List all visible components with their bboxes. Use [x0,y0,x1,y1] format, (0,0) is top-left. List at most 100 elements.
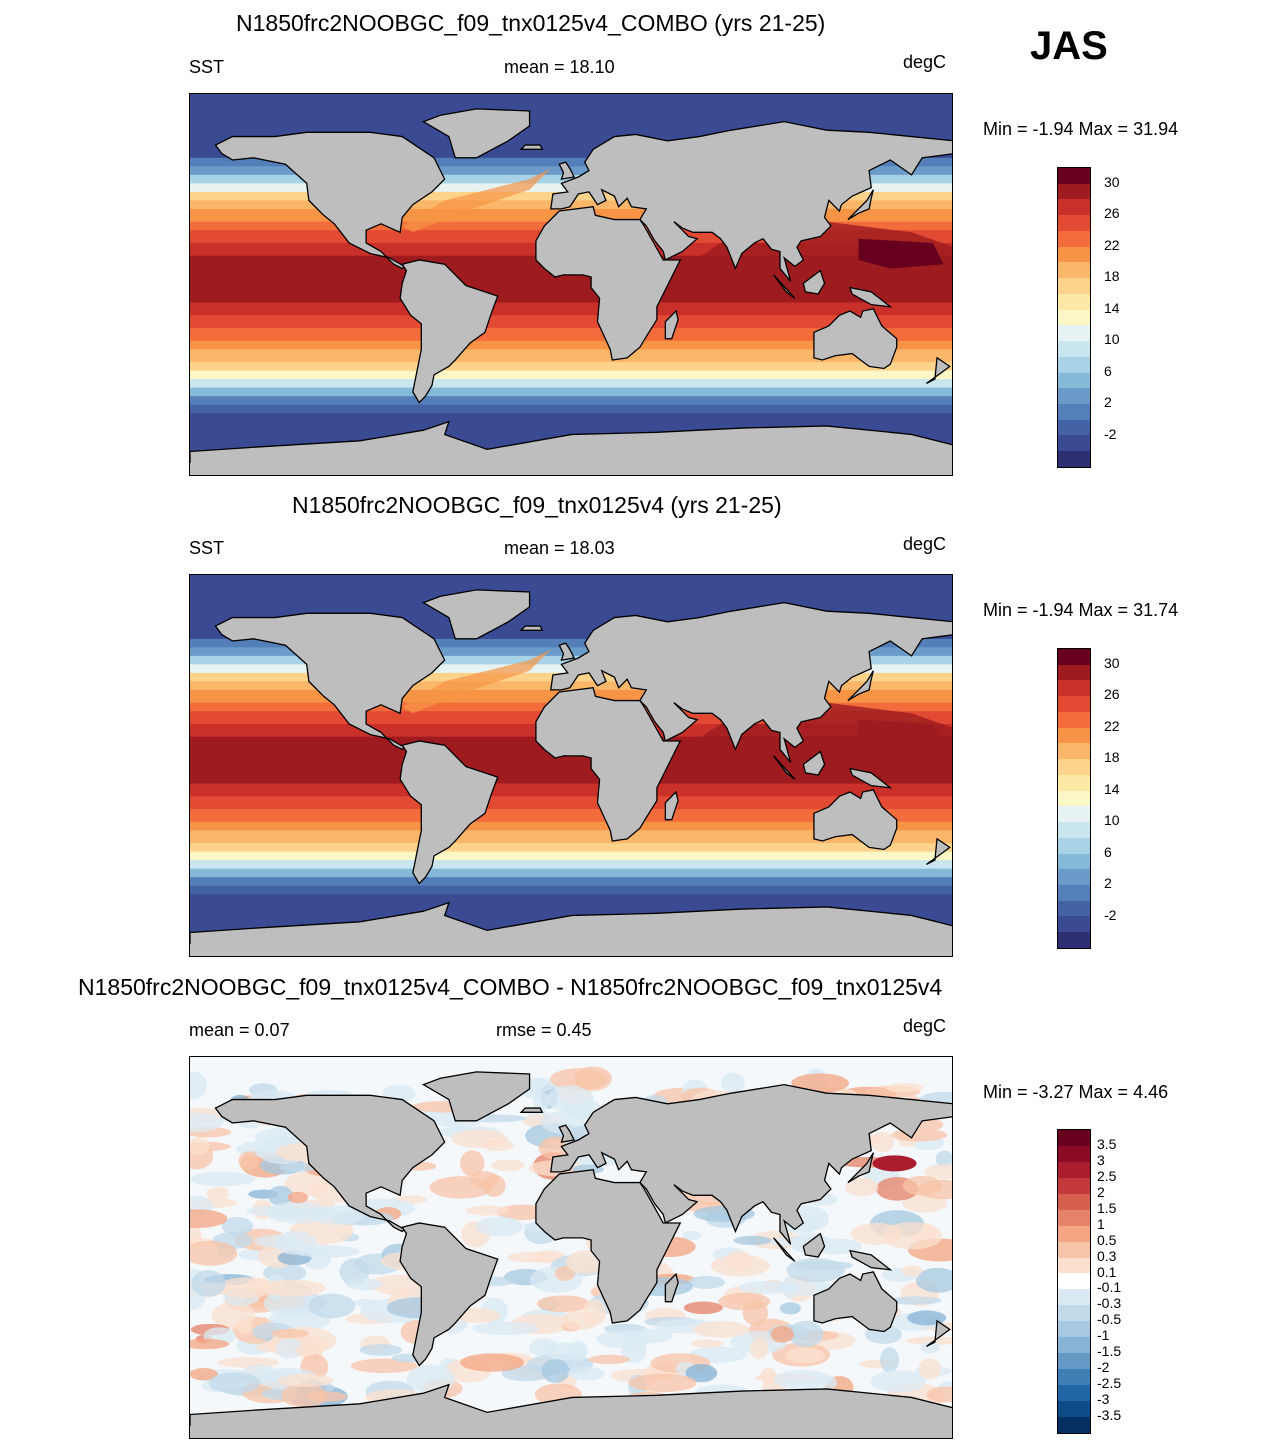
colorbar-tick-label: -0.3 [1097,1295,1122,1312]
diff-anomaly [295,1344,319,1356]
diff-anomaly [918,1358,942,1380]
diff-anomaly [567,1366,605,1381]
panel-3-difference-map [189,1056,953,1439]
diff-anomaly [482,1139,514,1152]
diff-anomaly [190,1071,208,1099]
sst-band [190,276,952,282]
diff-anomaly [359,1344,403,1356]
diff-anomaly [850,1222,903,1246]
diff-anomaly [190,1240,238,1266]
colorbar-tick-label: 18 [1104,268,1120,285]
colorbar-tick-label: 10 [1104,331,1120,348]
panel-3-units-label: degC [903,1016,947,1036]
sst-band [190,94,952,99]
hot-spot [858,719,944,750]
sst-band [190,157,952,163]
sst-band [190,617,952,623]
land-mass [421,1071,531,1122]
diff-anomaly [406,1364,455,1393]
sst-band [190,787,952,793]
land-mass [535,1169,682,1324]
diff-anomaly [870,1370,927,1393]
colorbar-swatch [1058,869,1090,886]
colorbar-swatch [1058,774,1090,791]
colorbar-swatch [1058,900,1090,917]
map-canvas [190,94,952,475]
sst-band [190,302,952,308]
diff-anomaly [190,1209,228,1229]
colorbar-tick-label: -3 [1097,1391,1110,1408]
diff-anomaly [460,1150,485,1177]
colorbar-swatch [1058,388,1090,405]
sst-band [190,362,952,367]
panel-1-title: N1850frc2NOOBGC_f09_tnx0125v4_COMBO (yrs… [236,10,826,36]
diff-anomaly [742,1299,768,1326]
colorbar-swatch [1058,278,1090,294]
sst-band [190,306,952,312]
colorbar-tick-label: -2.5 [1097,1375,1122,1392]
diff-anomaly [217,1277,277,1298]
sst-band [190,626,952,631]
diff-anomaly [690,1339,724,1348]
diff-anomaly [779,1302,801,1315]
panel-3-minmax-label: Min = -3.27 Max = 4.46 [983,1082,1169,1102]
sst-band [190,762,952,767]
colorbar-swatch [1058,727,1090,744]
sst-band [190,575,952,580]
diff-anomaly [721,1072,745,1093]
land-mass [190,420,952,475]
gulf-stream [402,168,551,233]
sst-band [190,809,952,814]
sst-band [190,906,952,912]
diff-anomaly [482,1174,506,1198]
land-mass [926,837,951,865]
sst-band [190,430,952,435]
colorbar-swatch [1058,1145,1090,1162]
diff-anomaly [791,1073,849,1094]
sst-band [190,332,952,338]
sst-band [190,881,952,887]
sst-band [190,98,952,104]
panel-2-minmax-label: Min = -1.94 Max = 31.74 [983,600,1179,620]
colorbar-tick-label: -0.1 [1097,1279,1122,1296]
sst-band [190,102,952,108]
colorbar-swatch [1058,932,1090,948]
sst-band [190,391,952,397]
sst-band [190,613,952,619]
colorbar-swatch [1058,1273,1090,1290]
colorbar-tick-label: 1.5 [1097,1199,1117,1216]
land-mass [214,131,446,270]
diff-anomaly [693,1321,750,1338]
sst-band [190,583,952,589]
antarctic-land [190,944,952,956]
colorbar-tick-label: 10 [1104,812,1120,829]
hot-spot [858,238,944,269]
map-canvas [190,575,952,956]
diff-anomaly [221,1217,254,1236]
sst-band [190,425,952,431]
panel-3-rmse-label: rmse = 0.45 [496,1020,592,1040]
land-mass [519,1107,544,1113]
sst-band [190,383,952,389]
sst-band [190,387,952,393]
diff-anomaly [277,1373,334,1388]
colorbar-tick-label: 26 [1104,686,1120,703]
diff-anomaly [683,1301,723,1315]
sst-band [190,851,952,857]
diff-anomaly [350,1358,418,1374]
sst-band [190,166,952,172]
diff-anomaly [685,1363,718,1383]
sst-band [190,370,952,376]
colorbar-tick-label: -2 [1104,425,1117,442]
sst-band [190,864,952,870]
diff-anomaly [217,1357,280,1368]
land-mass [813,1271,898,1333]
land-mass [214,1094,446,1233]
panel-2-mean-label: mean = 18.03 [504,538,615,558]
diff-anomaly [465,1205,509,1216]
diff-anomaly [880,1347,900,1373]
land-mass [399,740,499,885]
diff-anomaly [681,1230,702,1241]
colorbar-swatch [1058,230,1090,247]
sst-band [190,579,952,585]
